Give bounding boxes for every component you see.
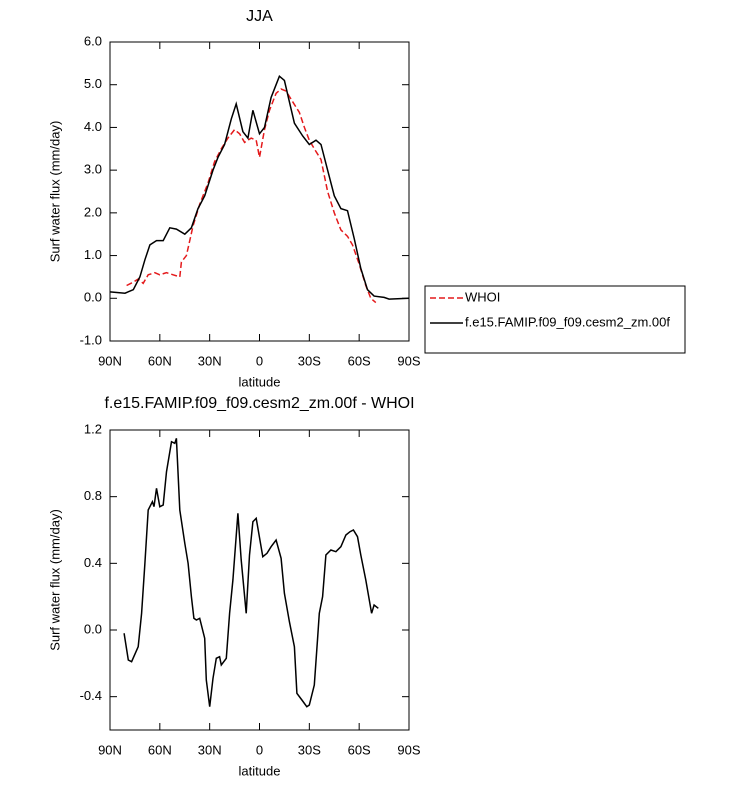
legend-label: WHOI — [465, 289, 500, 304]
x-tick-label: 90S — [397, 353, 420, 368]
y-tick-label: 0.0 — [84, 621, 102, 636]
data-line — [123, 438, 379, 708]
x-axis-label: latitude — [239, 374, 281, 389]
y-tick-label: 0.0 — [84, 290, 102, 305]
x-tick-label: 0 — [256, 353, 263, 368]
y-tick-label: 4.0 — [84, 119, 102, 134]
y-tick-label: 5.0 — [84, 76, 102, 91]
y-axis-label: Surf water flux (mm/day) — [47, 509, 62, 651]
data-line — [109, 74, 410, 300]
y-tick-label: 2.0 — [84, 204, 102, 219]
y-tick-label: 0.4 — [84, 555, 102, 570]
x-tick-label: 30N — [198, 353, 222, 368]
x-tick-label: 60S — [348, 353, 371, 368]
x-axis-label: latitude — [239, 763, 281, 778]
legend-label: f.e15.FAMIP.f09_f09.cesm2_zm.00f — [465, 314, 670, 329]
x-tick-label: 90N — [98, 353, 122, 368]
y-tick-label: 1.0 — [84, 247, 102, 262]
x-tick-label: 60N — [148, 353, 172, 368]
x-tick-label: 30S — [298, 742, 321, 757]
x-tick-label: 90N — [98, 742, 122, 757]
y-axis-label: Surf water flux (mm/day) — [47, 121, 62, 263]
x-tick-label: 30S — [298, 353, 321, 368]
data-line — [126, 88, 377, 304]
y-tick-label: -1.0 — [80, 332, 102, 347]
x-tick-label: 30N — [198, 742, 222, 757]
plot-frame — [109, 41, 410, 342]
y-tick-label: 6.0 — [84, 33, 102, 48]
plot-frame — [109, 429, 410, 731]
x-tick-label: 60S — [348, 742, 371, 757]
legend-box — [424, 285, 686, 354]
x-tick-label: 0 — [256, 742, 263, 757]
y-tick-label: -0.4 — [80, 688, 102, 703]
y-tick-label: 3.0 — [84, 162, 102, 177]
x-tick-label: 60N — [148, 742, 172, 757]
chart-title: f.e15.FAMIP.f09_f09.cesm2_zm.00f - WHOI — [104, 395, 414, 412]
chart-title: JJA — [246, 8, 273, 25]
y-tick-label: 1.2 — [84, 421, 102, 436]
y-tick-label: 0.8 — [84, 488, 102, 503]
x-tick-label: 90S — [397, 742, 420, 757]
